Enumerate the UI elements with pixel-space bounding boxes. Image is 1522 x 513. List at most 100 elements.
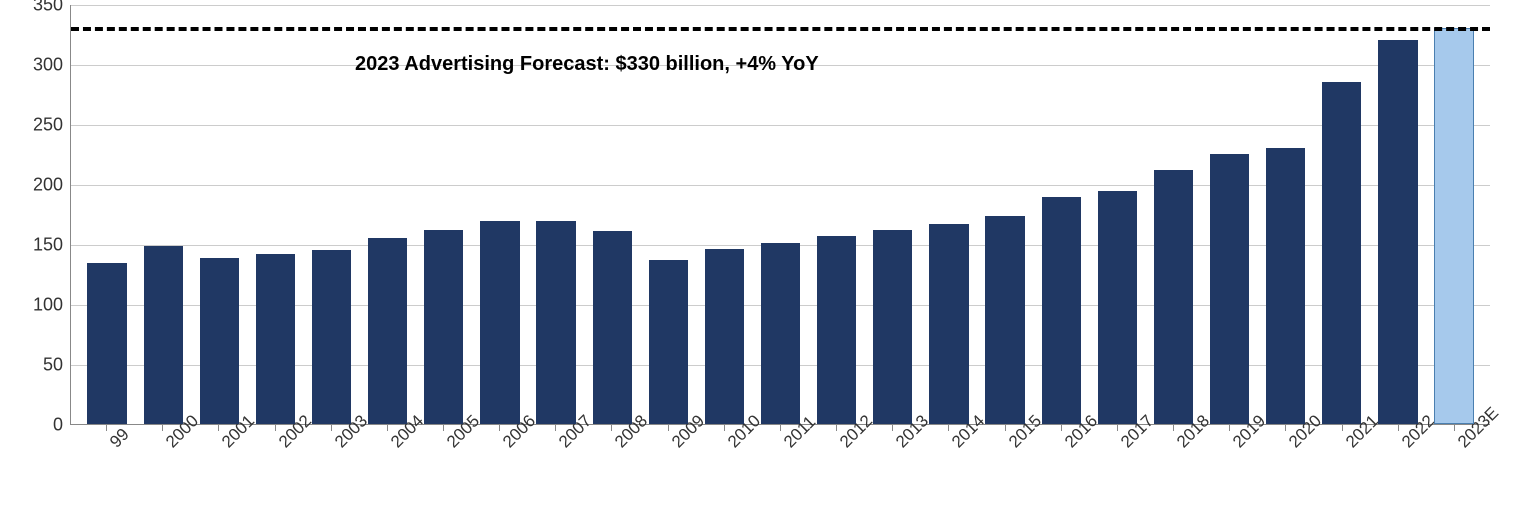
- y-tick-label: 150: [33, 235, 63, 256]
- x-tick: [275, 425, 276, 431]
- bar-slot: [1370, 5, 1426, 424]
- x-tick: [1229, 425, 1230, 431]
- x-label-slot: 2015: [977, 430, 1033, 500]
- x-tick: [162, 425, 163, 431]
- x-label-slot: 2020: [1257, 430, 1313, 500]
- forecast-annotation: 2023 Advertising Forecast: $330 billion,…: [355, 53, 819, 76]
- x-label-slot: 2012: [808, 430, 864, 500]
- x-label-slot: 2008: [583, 430, 639, 500]
- x-label-slot: 2006: [471, 430, 527, 500]
- bar-slot: [1314, 5, 1370, 424]
- bar: [817, 236, 856, 424]
- y-tick-label: 350: [33, 0, 63, 16]
- x-tick: [1454, 425, 1455, 431]
- x-label-slot: 2022: [1370, 430, 1426, 500]
- y-tick-label: 200: [33, 175, 63, 196]
- x-label-slot: 2019: [1201, 430, 1257, 500]
- bar: [705, 249, 744, 424]
- x-label-slot: 2016: [1033, 430, 1089, 500]
- x-tick: [1173, 425, 1174, 431]
- bar: [1378, 40, 1417, 424]
- x-label-slot: 2017: [1089, 430, 1145, 500]
- x-label-slot: 2021: [1313, 430, 1369, 500]
- gridline: [71, 5, 1490, 6]
- bar: [368, 238, 407, 424]
- bar: [200, 258, 239, 424]
- x-tick: [892, 425, 893, 431]
- bar-slot: [247, 5, 303, 424]
- x-label-slot: 2007: [527, 430, 583, 500]
- bar: [1098, 191, 1137, 424]
- bar-chart: 0501001502002503003502023 Advertising Fo…: [70, 5, 1490, 425]
- bar-slot: [1426, 5, 1482, 424]
- x-tick: [668, 425, 669, 431]
- bar: [1322, 82, 1361, 424]
- bar: [1434, 28, 1473, 424]
- bar: [1210, 154, 1249, 424]
- x-tick: [1117, 425, 1118, 431]
- x-tick: [106, 425, 107, 431]
- gridline: [71, 125, 1490, 126]
- bar-slot: [921, 5, 977, 424]
- bar-slot: [1258, 5, 1314, 424]
- x-tick: [948, 425, 949, 431]
- y-tick-label: 50: [43, 355, 63, 376]
- x-tick: [780, 425, 781, 431]
- x-tick: [1285, 425, 1286, 431]
- x-tick: [836, 425, 837, 431]
- x-label-slot: 2014: [920, 430, 976, 500]
- y-tick-label: 300: [33, 55, 63, 76]
- x-tick: [218, 425, 219, 431]
- y-tick-label: 100: [33, 295, 63, 316]
- x-label-slot: 2013: [864, 430, 920, 500]
- x-tick: [1398, 425, 1399, 431]
- x-tick: [724, 425, 725, 431]
- x-axis-labels: 9920002001200220032004200520062007200820…: [70, 430, 1490, 500]
- x-label-slot: 2001: [190, 430, 246, 500]
- bar-slot: [304, 5, 360, 424]
- x-tick-label: 99: [106, 425, 134, 453]
- bar: [312, 250, 351, 424]
- x-tick: [499, 425, 500, 431]
- y-tick-label: 250: [33, 115, 63, 136]
- x-label-slot: 2011: [752, 430, 808, 500]
- bar: [1266, 148, 1305, 424]
- bar: [144, 246, 183, 424]
- bar-slot: [1145, 5, 1201, 424]
- x-tick: [611, 425, 612, 431]
- x-label-slot: 99: [78, 430, 134, 500]
- bar-slot: [865, 5, 921, 424]
- x-label-slot: 2009: [640, 430, 696, 500]
- x-tick: [1061, 425, 1062, 431]
- bar: [536, 221, 575, 424]
- bar-slot: [1089, 5, 1145, 424]
- x-tick: [331, 425, 332, 431]
- x-tick: [443, 425, 444, 431]
- x-tick: [1005, 425, 1006, 431]
- bar-slot: [191, 5, 247, 424]
- bar: [761, 243, 800, 424]
- bar: [593, 231, 632, 424]
- bar-slot: [977, 5, 1033, 424]
- x-tick: [387, 425, 388, 431]
- bar-slot: [1033, 5, 1089, 424]
- bar-slot: [79, 5, 135, 424]
- x-label-slot: 2023E: [1426, 430, 1482, 500]
- x-label-slot: 2003: [303, 430, 359, 500]
- x-label-slot: 2018: [1145, 430, 1201, 500]
- bar: [256, 254, 295, 424]
- x-label-slot: 2005: [415, 430, 471, 500]
- x-label-slot: 2000: [134, 430, 190, 500]
- bar: [929, 224, 968, 424]
- bar: [873, 230, 912, 424]
- bar: [87, 263, 126, 424]
- y-tick-label: 0: [53, 415, 63, 436]
- bar-slot: [1202, 5, 1258, 424]
- x-tick: [555, 425, 556, 431]
- bar: [424, 230, 463, 424]
- bar: [649, 260, 688, 424]
- x-label-slot: 2010: [696, 430, 752, 500]
- bar: [1154, 170, 1193, 424]
- x-tick: [1342, 425, 1343, 431]
- bar: [480, 221, 519, 424]
